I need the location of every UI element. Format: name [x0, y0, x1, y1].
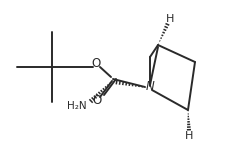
Text: N: N — [145, 80, 154, 93]
Text: O: O — [92, 95, 101, 107]
Text: H₂N: H₂N — [67, 101, 87, 111]
Text: H: H — [165, 14, 173, 24]
Text: H: H — [184, 131, 192, 141]
Text: O: O — [91, 58, 100, 71]
